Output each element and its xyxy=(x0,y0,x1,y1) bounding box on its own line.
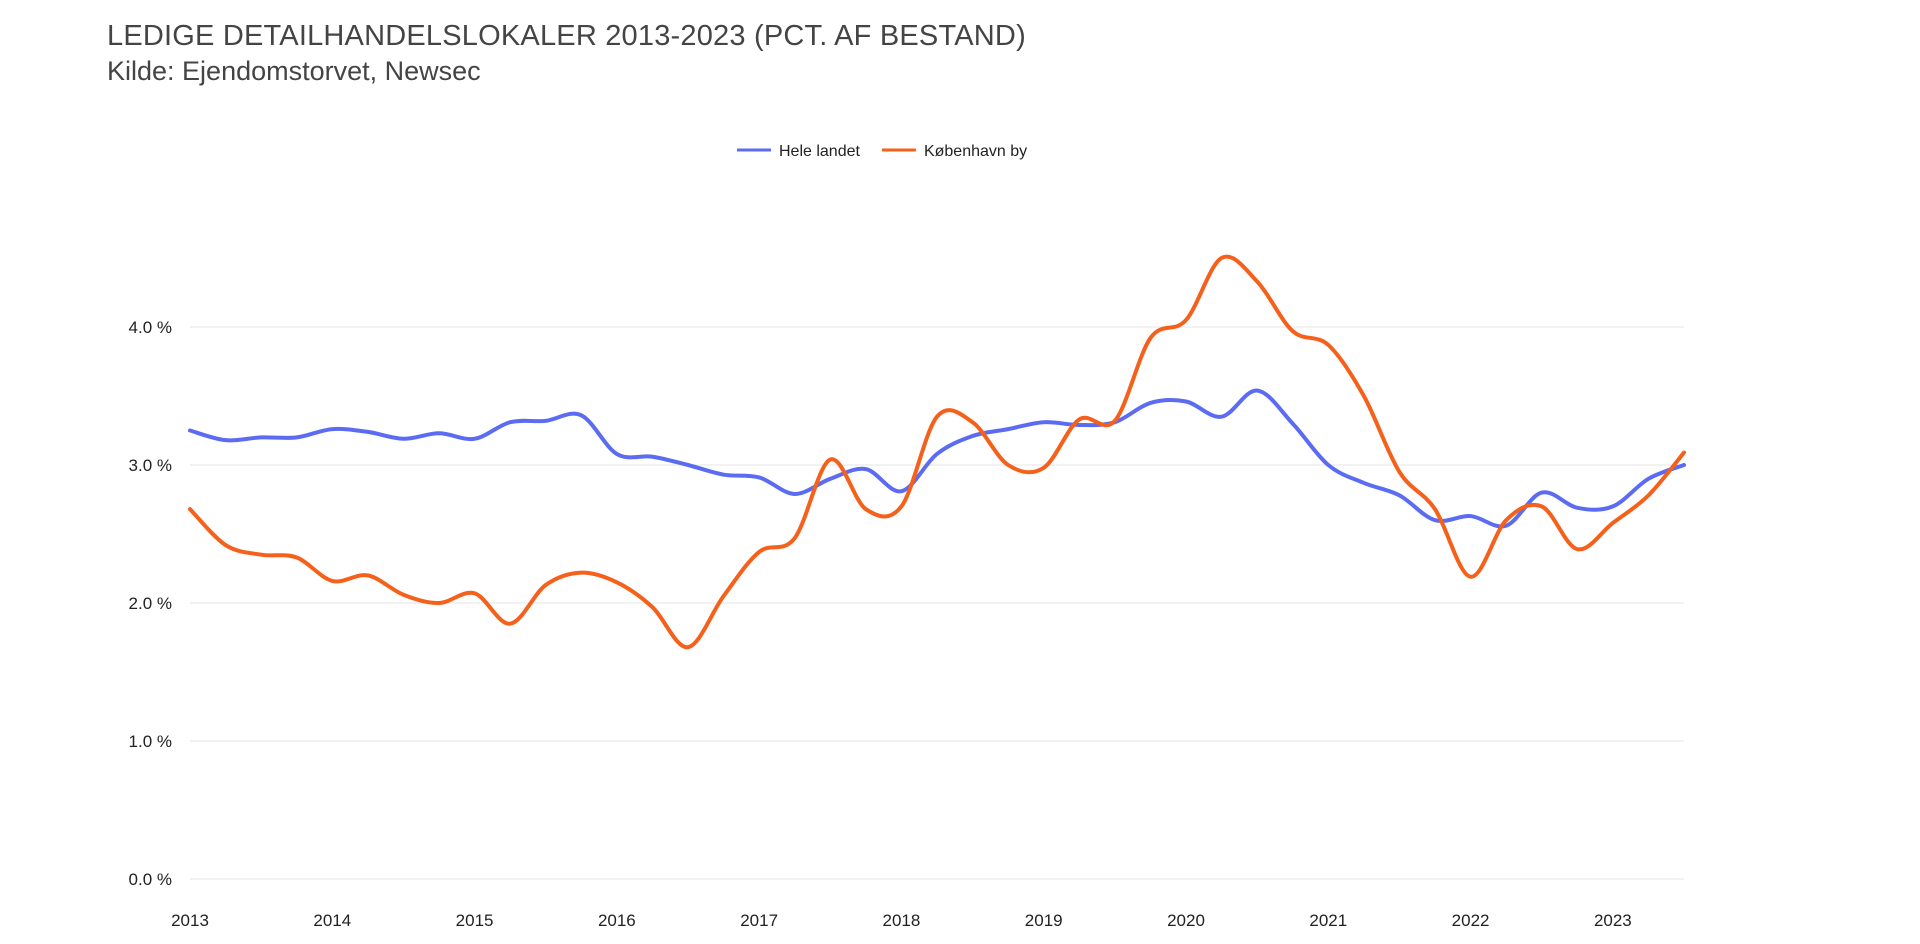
x-tick-label: 2020 xyxy=(1167,911,1205,930)
y-tick-label: 4.0 % xyxy=(129,318,172,337)
chart-subtitle: Kilde: Ejendomstorvet, Newsec xyxy=(107,56,481,86)
x-tick-label: 2019 xyxy=(1025,911,1063,930)
legend-label: København by xyxy=(924,143,1027,160)
y-tick-label: 3.0 % xyxy=(129,456,172,475)
x-tick-label: 2016 xyxy=(598,911,636,930)
x-tick-label: 2023 xyxy=(1594,911,1632,930)
x-tick-label: 2017 xyxy=(740,911,778,930)
series-line-hele-landet xyxy=(188,388,1686,529)
series-line-k-benhavn-by xyxy=(188,254,1686,650)
y-tick-label: 2.0 % xyxy=(129,594,172,613)
x-tick-label: 2013 xyxy=(171,911,209,930)
x-tick-label: 2018 xyxy=(883,911,921,930)
x-tick-label: 2015 xyxy=(456,911,494,930)
y-tick-label: 0.0 % xyxy=(129,870,172,889)
chart-title: LEDIGE DETAILHANDELSLOKALER 2013-2023 (P… xyxy=(107,20,1026,52)
x-tick-label: 2014 xyxy=(313,911,351,930)
x-tick-label: 2022 xyxy=(1452,911,1490,930)
x-tick-label: 2021 xyxy=(1309,911,1347,930)
legend-label: Hele landet xyxy=(779,143,861,160)
y-tick-label: 1.0 % xyxy=(129,732,172,751)
